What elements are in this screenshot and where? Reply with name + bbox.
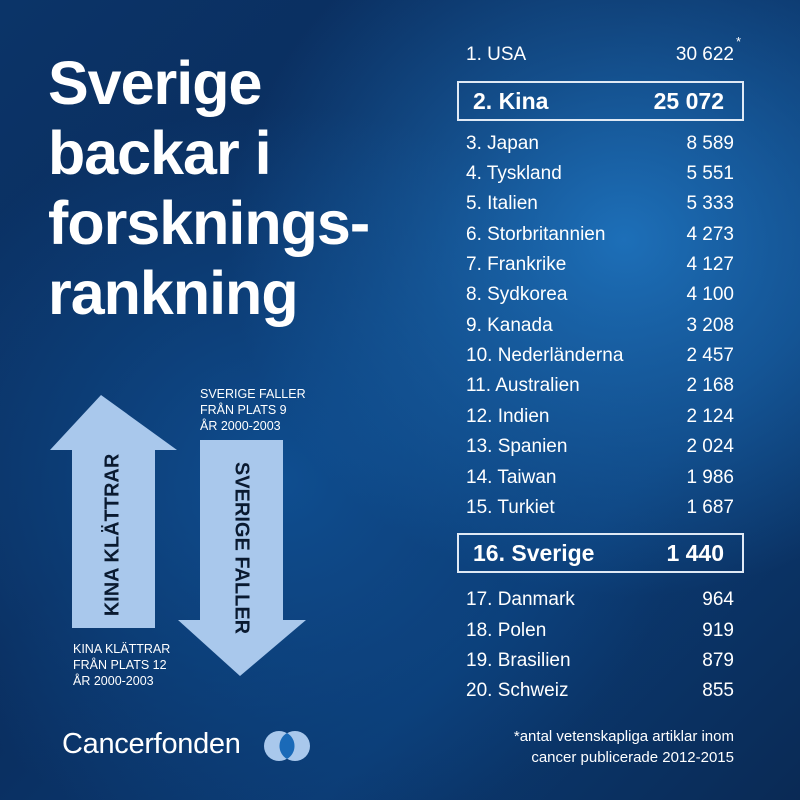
ranking-row: 9. Kanada 3 208 bbox=[466, 311, 734, 341]
headline-line: Sverige bbox=[48, 49, 262, 117]
article-count: 964 bbox=[702, 589, 734, 610]
article-count: 2 124 bbox=[686, 406, 734, 427]
country: 4. Tyskland bbox=[466, 163, 562, 184]
country: 13. Spanien bbox=[466, 436, 568, 457]
country: 1. USA bbox=[466, 44, 527, 65]
up-caption: KINA KLÄTTRAR FRÅN PLATS 12 ÅR 2000-2003 bbox=[73, 641, 170, 689]
article-count: 1 986 bbox=[686, 467, 734, 488]
country: 2. Kina bbox=[473, 87, 549, 114]
country: 8. Sydkorea bbox=[466, 284, 568, 305]
ranking-row: 17. Danmark 964 bbox=[466, 585, 734, 615]
footnote-line: cancer publicerade 2012-2015 bbox=[531, 749, 734, 766]
ranking-row: 20. Schweiz 855 bbox=[466, 676, 734, 706]
ranking-row: 15. Turkiet 1 687 bbox=[466, 493, 734, 523]
ranking-row: 1. USA 30 622 bbox=[466, 40, 734, 70]
article-count: 1 687 bbox=[686, 497, 734, 518]
ranking-row: 18. Polen 919 bbox=[466, 616, 734, 646]
article-count: 5 551 bbox=[686, 163, 734, 184]
arrow-up-icon bbox=[50, 395, 177, 628]
article-count: 4 273 bbox=[686, 224, 734, 245]
country: 19. Brasilien bbox=[466, 650, 571, 671]
ranking-row-highlighted: 16. Sverige 1 440 bbox=[457, 533, 744, 573]
caption-line: KINA KLÄTTRAR bbox=[73, 642, 171, 656]
headline-line: backar i bbox=[48, 119, 272, 187]
article-count: 30 622 bbox=[675, 44, 734, 65]
down-caption: SVERIGE FALLER FRÅN PLATS 9 ÅR 2000-2003 bbox=[200, 386, 306, 434]
country: 14. Taiwan bbox=[466, 467, 557, 488]
article-count: 8 589 bbox=[686, 133, 734, 154]
ranking-row: 12. Indien 2 124 bbox=[466, 402, 734, 432]
ranking-row: 8. Sydkorea 4 100 bbox=[466, 280, 734, 310]
headline: Sverige backar i forsknings- rankning bbox=[48, 48, 370, 328]
caption-line: ÅR 2000-2003 bbox=[200, 419, 281, 433]
article-count: 855 bbox=[702, 680, 734, 701]
article-count: 4 127 bbox=[686, 254, 734, 275]
article-count: 2 024 bbox=[686, 436, 734, 457]
article-count: 2 457 bbox=[686, 345, 734, 366]
caption-line: FRÅN PLATS 9 bbox=[200, 403, 287, 417]
caption-line: FRÅN PLATS 12 bbox=[73, 658, 167, 672]
country: 17. Danmark bbox=[466, 589, 575, 610]
ranking-row: 4. Tyskland 5 551 bbox=[466, 159, 734, 189]
country: 7. Frankrike bbox=[466, 254, 567, 275]
headline-line: rankning bbox=[48, 259, 299, 327]
article-count: 4 100 bbox=[686, 284, 734, 305]
arrow-down-label: SVERIGE FALLER bbox=[230, 461, 253, 635]
caption-line: SVERIGE FALLER bbox=[200, 387, 306, 401]
article-count: 879 bbox=[702, 650, 734, 671]
country: 18. Polen bbox=[466, 620, 547, 641]
article-count: 25 072 bbox=[653, 87, 724, 114]
country: 15. Turkiet bbox=[466, 497, 555, 518]
footnote-line: *antal vetenskapliga artiklar inom bbox=[513, 728, 734, 745]
ranking-row: 13. Spanien 2 024 bbox=[466, 432, 734, 462]
country: 10. Nederländerna bbox=[466, 345, 624, 366]
country: 20. Schweiz bbox=[466, 680, 569, 701]
ranking-row: 3. Japan 8 589 bbox=[466, 129, 734, 159]
country: 5. Italien bbox=[466, 193, 538, 214]
country: 11. Australien bbox=[466, 375, 580, 396]
logo-text: Cancerfonden bbox=[62, 728, 241, 760]
arrow-up-label: KINA KLÄTTRAR bbox=[101, 453, 124, 617]
country: 6. Storbritannien bbox=[466, 224, 606, 245]
ranking-row: 14. Taiwan 1 986 bbox=[466, 463, 734, 493]
ranking-row: 19. Brasilien 879 bbox=[466, 646, 734, 676]
country: 16. Sverige bbox=[473, 539, 595, 566]
article-count: 2 168 bbox=[686, 375, 734, 396]
ranking-row: 10. Nederländerna 2 457 bbox=[466, 341, 734, 371]
ranking-row: 6. Storbritannien 4 273 bbox=[466, 220, 734, 250]
ranking-row-highlighted: 2. Kina 25 072 bbox=[457, 81, 744, 121]
logo-icon bbox=[264, 731, 310, 761]
ranking-row: 7. Frankrike 4 127 bbox=[466, 250, 734, 280]
article-count: 5 333 bbox=[686, 193, 734, 214]
country: 12. Indien bbox=[466, 406, 550, 427]
arrow-down-icon bbox=[178, 440, 306, 676]
headline-line: forsknings- bbox=[48, 189, 370, 257]
country: 9. Kanada bbox=[466, 315, 553, 336]
asterisk: * bbox=[736, 34, 742, 49]
caption-line: ÅR 2000-2003 bbox=[73, 674, 154, 688]
article-count: 1 440 bbox=[666, 539, 724, 566]
article-count: 3 208 bbox=[686, 315, 734, 336]
ranking-row: 5. Italien 5 333 bbox=[466, 189, 734, 219]
country: 3. Japan bbox=[466, 133, 539, 154]
article-count: 919 bbox=[702, 620, 734, 641]
ranking-row: 11. Australien 2 168 bbox=[466, 371, 734, 401]
